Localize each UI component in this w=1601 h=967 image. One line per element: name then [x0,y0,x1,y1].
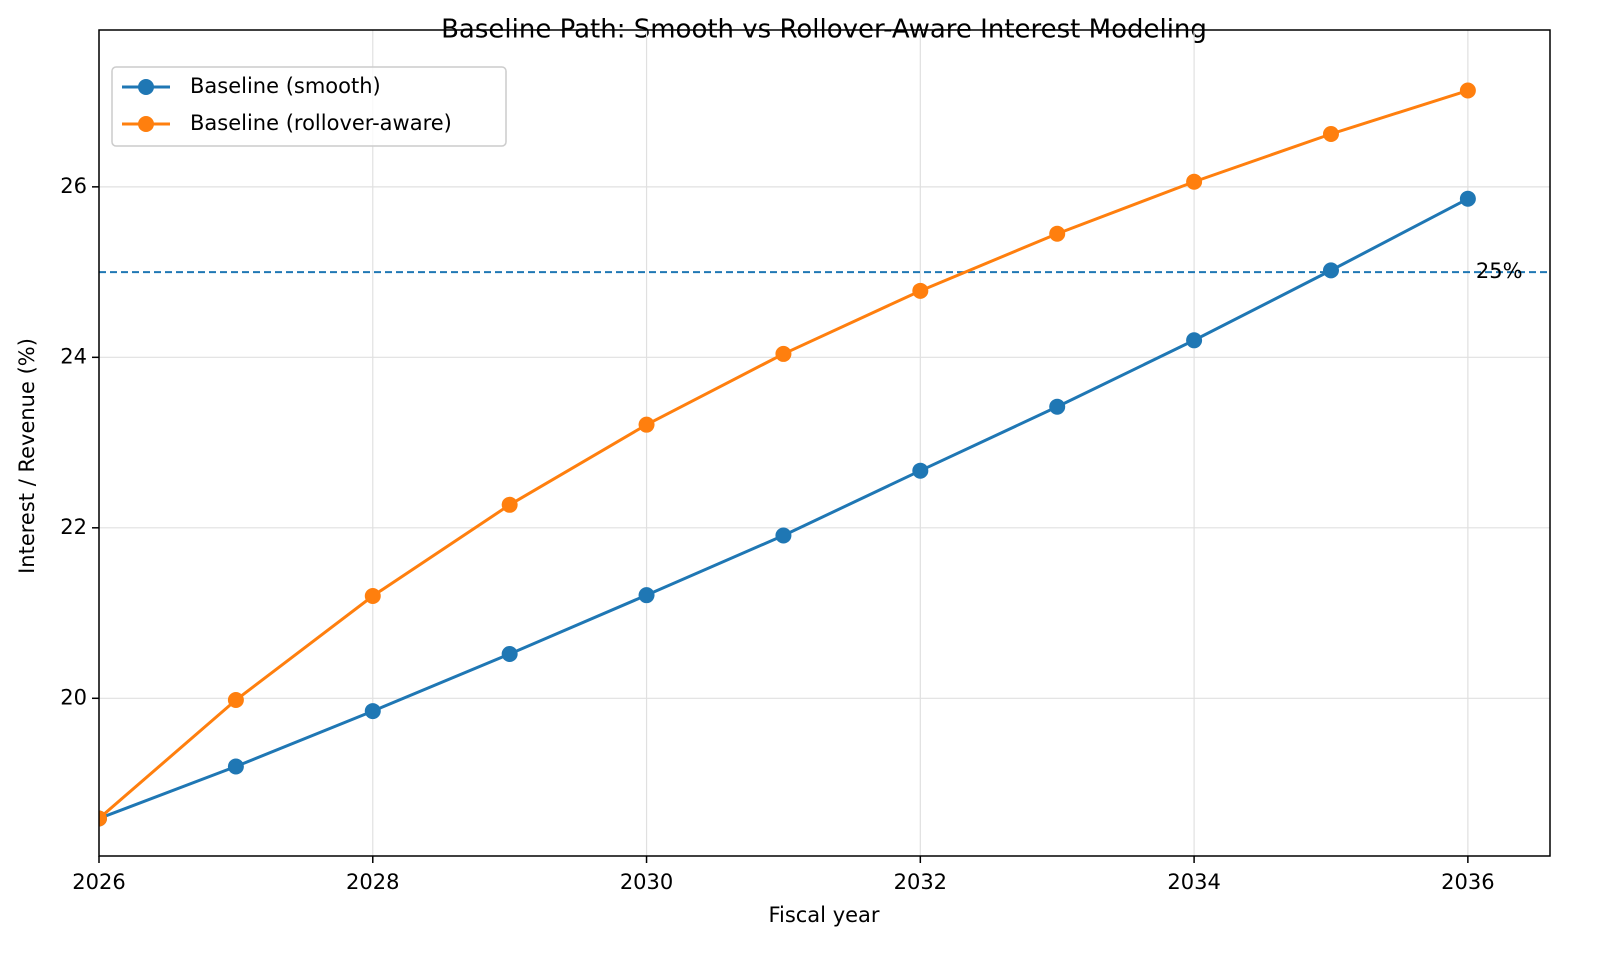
y-tick-label: 26 [60,174,87,198]
series-line [99,197,1469,820]
legend-label: Baseline (rollover-aware) [190,111,452,135]
data-point [1459,190,1476,207]
legend-label: Baseline (smooth) [190,74,381,98]
legend-marker [138,79,154,95]
data-point [775,527,792,544]
data-point [912,282,929,299]
y-tick-label: 20 [60,685,87,709]
data-point [1459,82,1476,99]
data-point [1322,125,1339,142]
data-point [227,758,244,775]
data-point [99,810,107,827]
data-point [638,587,655,604]
data-point [1186,173,1203,190]
reference-label: 25% [1476,259,1523,283]
data-point [1049,398,1066,415]
x-tick-label: 2032 [894,870,947,894]
x-tick-label: 2034 [1167,870,1220,894]
y-axis-label: Interest / Revenue (%) [15,338,39,574]
x-tick-label: 2036 [1441,870,1494,894]
data-point [501,645,518,662]
data-point [227,692,244,709]
data-point [364,703,381,720]
plot [99,82,1550,827]
y-tick-label: 22 [60,515,87,539]
x-axis-label: Fiscal year [768,903,879,927]
data-point [1186,332,1203,349]
data-point [364,588,381,605]
legend-marker [138,116,154,132]
series-line [99,89,1469,820]
plot-frame [98,29,1551,857]
data-point [775,345,792,362]
data-point [501,496,518,513]
data-point [1322,262,1339,279]
x-tick-label: 2030 [620,870,673,894]
legend-box [111,66,507,147]
x-tick-label: 2026 [72,870,125,894]
y-tick-label: 24 [60,344,87,368]
data-point [1049,225,1066,242]
x-tick-label: 2028 [346,870,399,894]
data-point [638,416,655,433]
data-point [912,462,929,479]
